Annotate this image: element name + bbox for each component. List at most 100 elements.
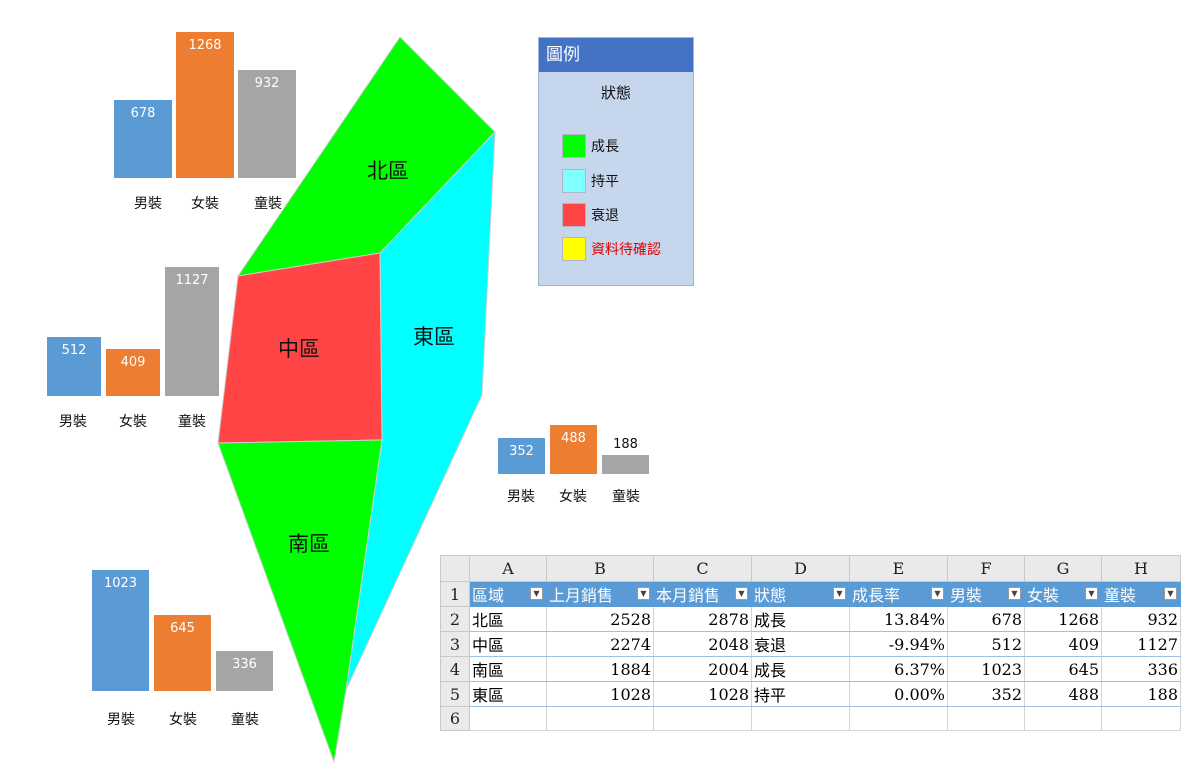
- cell[interactable]: 932: [1101, 606, 1181, 632]
- bar-male[interactable]: 1023: [92, 570, 149, 691]
- row-header[interactable]: 2: [440, 606, 470, 632]
- bar-female[interactable]: 409: [106, 349, 160, 396]
- filter-dropdown-icon[interactable]: ▼: [931, 587, 944, 600]
- column-header-c[interactable]: C: [653, 555, 752, 582]
- region-east-label: 東區: [413, 325, 455, 349]
- bar-value-label: 645: [170, 621, 195, 636]
- header-cell-male[interactable]: 男裝 ▼: [947, 581, 1025, 607]
- cell[interactable]: 持平: [751, 681, 850, 707]
- cell[interactable]: 188: [1101, 681, 1181, 707]
- cell[interactable]: 488: [1024, 681, 1102, 707]
- column-header-e[interactable]: E: [849, 555, 948, 582]
- select-all-corner[interactable]: [440, 555, 470, 582]
- header-cell-female[interactable]: 女裝 ▼: [1024, 581, 1102, 607]
- legend-panel[interactable]: 圖例 狀態 成長 持平 衰退 資料待確認: [538, 37, 694, 286]
- cell[interactable]: 成長: [751, 606, 850, 632]
- bar-male[interactable]: 352: [498, 438, 545, 474]
- bar-male[interactable]: 678: [114, 100, 172, 178]
- filter-dropdown-icon[interactable]: ▼: [833, 587, 846, 600]
- bar-female[interactable]: 645: [154, 615, 211, 691]
- row-header[interactable]: 5: [440, 681, 470, 707]
- column-header-h[interactable]: H: [1101, 555, 1181, 582]
- cell[interactable]: 2004: [653, 656, 752, 682]
- header-cell-last-month[interactable]: 上月銷售 ▼: [546, 581, 654, 607]
- cell[interactable]: [947, 706, 1025, 731]
- row-header[interactable]: 3: [440, 631, 470, 657]
- bar-kids[interactable]: 932: [238, 70, 296, 178]
- cell[interactable]: 13.84%: [849, 606, 948, 632]
- bar-female[interactable]: 488: [550, 425, 597, 474]
- bar-kids[interactable]: 336: [216, 651, 273, 691]
- row-header[interactable]: 6: [440, 706, 470, 731]
- header-cell-kids[interactable]: 童裝 ▼: [1101, 581, 1181, 607]
- cell[interactable]: 2274: [546, 631, 654, 657]
- legend-label: 衰退: [591, 208, 619, 224]
- cell[interactable]: [653, 706, 752, 731]
- bar-category-label: 男裝: [59, 414, 87, 430]
- spreadsheet[interactable]: A B C D E F G H 1 區域 ▼ 上月銷售 ▼ 本月銷售 ▼ 狀態 ▼ 成長…: [440, 555, 1181, 745]
- cell[interactable]: 409: [1024, 631, 1102, 657]
- cell[interactable]: [849, 706, 948, 731]
- header-cell-status[interactable]: 狀態 ▼: [751, 581, 850, 607]
- bar-kids[interactable]: 1127: [165, 267, 219, 396]
- cell[interactable]: [469, 706, 547, 731]
- filter-dropdown-icon[interactable]: ▼: [637, 587, 650, 600]
- cell[interactable]: 6.37%: [849, 656, 948, 682]
- column-header-g[interactable]: G: [1024, 555, 1102, 582]
- cell[interactable]: 中區: [469, 631, 547, 657]
- filter-dropdown-icon[interactable]: ▼: [530, 587, 543, 600]
- region-middle-label: 中區: [278, 337, 320, 361]
- cell[interactable]: [546, 706, 654, 731]
- cell[interactable]: 0.00%: [849, 681, 948, 707]
- cell[interactable]: 2528: [546, 606, 654, 632]
- cell[interactable]: 336: [1101, 656, 1181, 682]
- bar-value-label: 1127: [175, 273, 209, 288]
- cell[interactable]: 衰退: [751, 631, 850, 657]
- region-south-shape[interactable]: [217, 439, 383, 764]
- cell[interactable]: 512: [947, 631, 1025, 657]
- column-header-a[interactable]: A: [469, 555, 547, 582]
- cell[interactable]: 1028: [653, 681, 752, 707]
- filter-dropdown-icon[interactable]: ▼: [1164, 587, 1177, 600]
- cell[interactable]: 1268: [1024, 606, 1102, 632]
- column-header-f[interactable]: F: [947, 555, 1025, 582]
- header-cell-growth-rate[interactable]: 成長率 ▼: [849, 581, 948, 607]
- header-cell-this-month[interactable]: 本月銷售 ▼: [653, 581, 752, 607]
- cell[interactable]: 1028: [546, 681, 654, 707]
- cell[interactable]: 2878: [653, 606, 752, 632]
- bar-category-label: 女裝: [191, 196, 219, 212]
- bar-female[interactable]: 1268: [176, 32, 234, 178]
- cell[interactable]: [751, 706, 850, 731]
- column-header-d[interactable]: D: [751, 555, 850, 582]
- bar-category-label: 男裝: [134, 196, 162, 212]
- cell[interactable]: 645: [1024, 656, 1102, 682]
- bar-value-label: 1268: [188, 38, 222, 53]
- bar-value-label: 488: [561, 431, 586, 446]
- bar-category-label: 女裝: [169, 712, 197, 728]
- filter-dropdown-icon[interactable]: ▼: [1085, 587, 1098, 600]
- bar-kids[interactable]: 188: [602, 437, 649, 474]
- cell[interactable]: 成長: [751, 656, 850, 682]
- cell[interactable]: -9.94%: [849, 631, 948, 657]
- row-header[interactable]: 1: [440, 581, 470, 607]
- filter-dropdown-icon[interactable]: ▼: [735, 587, 748, 600]
- cell[interactable]: [1101, 706, 1181, 731]
- cell[interactable]: 東區: [469, 681, 547, 707]
- cell[interactable]: 1127: [1101, 631, 1181, 657]
- cell[interactable]: 352: [947, 681, 1025, 707]
- cell[interactable]: [1024, 706, 1102, 731]
- bar-male[interactable]: 512: [47, 337, 101, 396]
- cell[interactable]: 北區: [469, 606, 547, 632]
- cell[interactable]: 2048: [653, 631, 752, 657]
- header-cell-region[interactable]: 區域 ▼: [469, 581, 547, 607]
- legend-subtitle: 狀態: [600, 84, 631, 102]
- cell[interactable]: 1023: [947, 656, 1025, 682]
- column-header-b[interactable]: B: [546, 555, 654, 582]
- filter-dropdown-icon[interactable]: ▼: [1008, 587, 1021, 600]
- row-header[interactable]: 4: [440, 656, 470, 682]
- cell[interactable]: 678: [947, 606, 1025, 632]
- cell[interactable]: 1884: [546, 656, 654, 682]
- cell[interactable]: 南區: [469, 656, 547, 682]
- legend-swatch: [562, 237, 586, 261]
- region-north-label: 北區: [367, 159, 409, 183]
